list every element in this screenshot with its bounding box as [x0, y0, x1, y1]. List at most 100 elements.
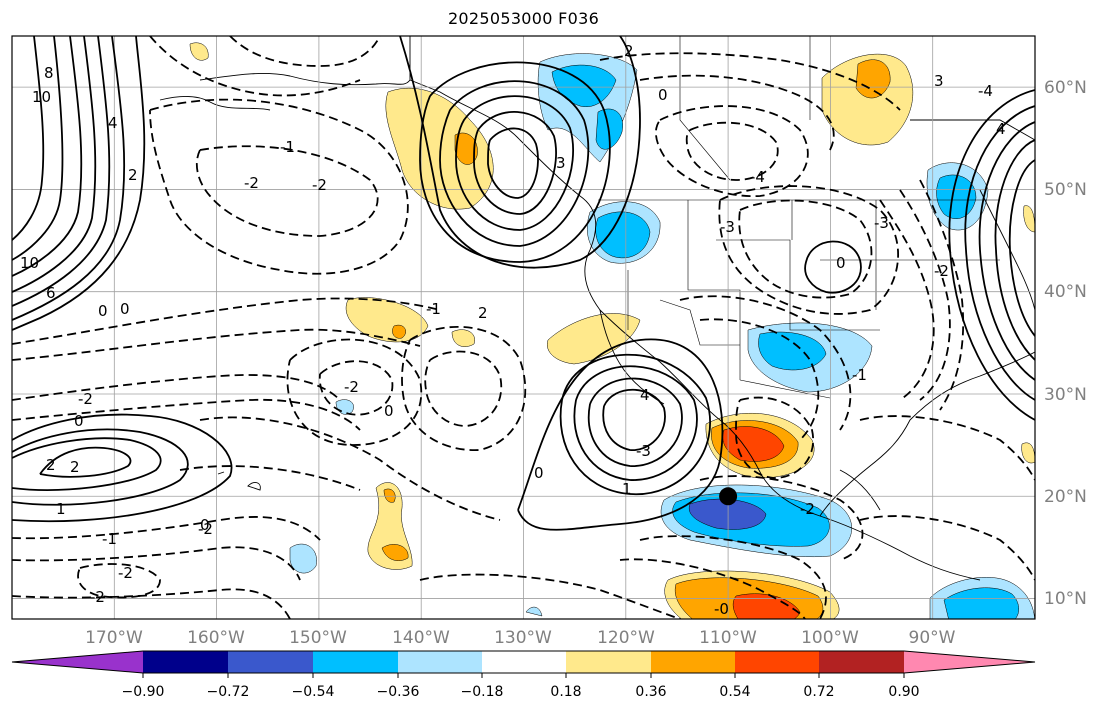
colorbar-tick-label: −0.36 [377, 684, 420, 700]
contour-line [12, 36, 111, 307]
contour-label: -2 [312, 176, 327, 194]
contour-line [919, 179, 965, 411]
contour-line [978, 121, 1035, 381]
contour-label: 2 [46, 456, 56, 474]
contour-label: -1 [280, 138, 295, 156]
colorbar-segment [482, 651, 566, 673]
contour-label: 0 [384, 402, 394, 420]
contour-label: 0 [836, 254, 846, 272]
contour-line [12, 36, 45, 241]
longitude-label: 100°W [801, 628, 859, 648]
contour-line [318, 360, 394, 416]
contour-label: 2 [70, 458, 80, 476]
contour-line [964, 105, 1035, 401]
contour-line [735, 396, 814, 479]
contour-label: 3 [934, 72, 944, 90]
contour-label: 4 [996, 120, 1006, 138]
longitude-label: 140°W [392, 628, 450, 648]
colorbar-tick-label: 0.18 [550, 684, 581, 700]
positive-anomaly-region [392, 324, 406, 339]
contour-line [12, 297, 441, 345]
colorbar: −0.90 −0.72 −0.54 −0.36 −0.18 0.18 0.36 … [11, 650, 1036, 700]
contour-label: -4 [978, 82, 993, 100]
coastlines [159, 36, 1035, 581]
contour-line [859, 515, 1035, 581]
contour-line [602, 388, 666, 451]
contour-line [12, 437, 162, 491]
positive-anomaly-region [381, 544, 409, 561]
contour-line [199, 416, 501, 521]
contour-line [12, 36, 83, 277]
positive-anomaly-region [454, 132, 478, 165]
contour-line [587, 377, 683, 467]
shading-layer [189, 42, 1035, 619]
contour-label: 10 [20, 254, 39, 272]
contour-line [679, 295, 852, 431]
contour-label: -2 [344, 378, 359, 396]
longitude-axis-labels: 170°W 160°W 150°W 140°W 130°W 120°W 110°… [85, 628, 956, 648]
colorbar-extend-low [12, 651, 143, 673]
negative-anomaly-region [943, 587, 1019, 619]
contour-line [149, 36, 361, 97]
contour-label: -2 [198, 520, 213, 538]
contour-line [699, 475, 864, 561]
contour-line [573, 365, 698, 481]
colorbar-tick-label: 0.36 [635, 684, 666, 700]
contour-line [804, 240, 862, 294]
gridlines [12, 36, 1035, 619]
colorbar-tick-label: −0.54 [292, 684, 335, 700]
negative-anomaly-region [525, 606, 543, 617]
contour-line [439, 80, 590, 247]
positive-anomaly-region [855, 59, 891, 99]
contour-line [639, 535, 827, 619]
contour-label: 0 [120, 300, 130, 318]
contour-label: -0 [714, 600, 729, 618]
longitude-label: 130°W [494, 628, 552, 648]
contour-line [12, 516, 321, 541]
colorbar-tick-label: 0.54 [719, 684, 750, 700]
contour-line [1008, 159, 1035, 337]
contour-line [12, 546, 301, 581]
longitude-label: 110°W [699, 628, 757, 648]
longitude-label: 170°W [85, 628, 143, 648]
latitude-label: 50°N [1044, 180, 1087, 200]
contour-line [149, 98, 409, 275]
contour-line [12, 328, 421, 361]
contour-label: -3 [720, 218, 735, 236]
latitude-axis-labels: 60°N 50°N 40°N 30°N 20°N 10°N [1044, 78, 1087, 609]
positive-anomaly-region [1021, 442, 1035, 464]
latitude-label: 20°N [1044, 487, 1087, 507]
contour-line [517, 338, 724, 531]
latitude-label: 10°N [1044, 589, 1087, 609]
contour-line [39, 446, 132, 478]
contour-label: 0 [98, 302, 108, 320]
colorbar-segment [143, 651, 228, 673]
longitude-label: 120°W [597, 628, 655, 648]
contour-label: -1 [852, 366, 867, 384]
contour-lines-dashed [12, 36, 1035, 619]
contour-label: -2 [90, 588, 105, 606]
contour-line [879, 199, 935, 401]
contour-line [738, 199, 873, 299]
contour-line [12, 398, 361, 431]
contour-line [619, 558, 806, 619]
contour-line [12, 428, 189, 506]
contour-label: 0 [658, 86, 668, 104]
negative-anomaly-region [595, 211, 651, 259]
longitude-label: 150°W [289, 628, 347, 648]
contour-line [12, 413, 233, 523]
contour-label: 4 [108, 114, 118, 132]
contour-line [12, 36, 64, 261]
contour-label: 2 [624, 42, 634, 60]
center-point-marker [719, 487, 738, 506]
contour-label: 0 [534, 464, 544, 482]
colorbar-ticks [142, 673, 905, 678]
colorbar-tick-label: −0.18 [461, 684, 504, 700]
contour-line [419, 573, 681, 619]
colorbar-tick-label: 0.90 [888, 684, 919, 700]
contour-line [12, 36, 97, 293]
contour-label: 0 [200, 516, 210, 534]
contour-label: -2 [244, 174, 259, 192]
contour-line [639, 74, 835, 151]
contour-label: -4 [750, 168, 765, 186]
